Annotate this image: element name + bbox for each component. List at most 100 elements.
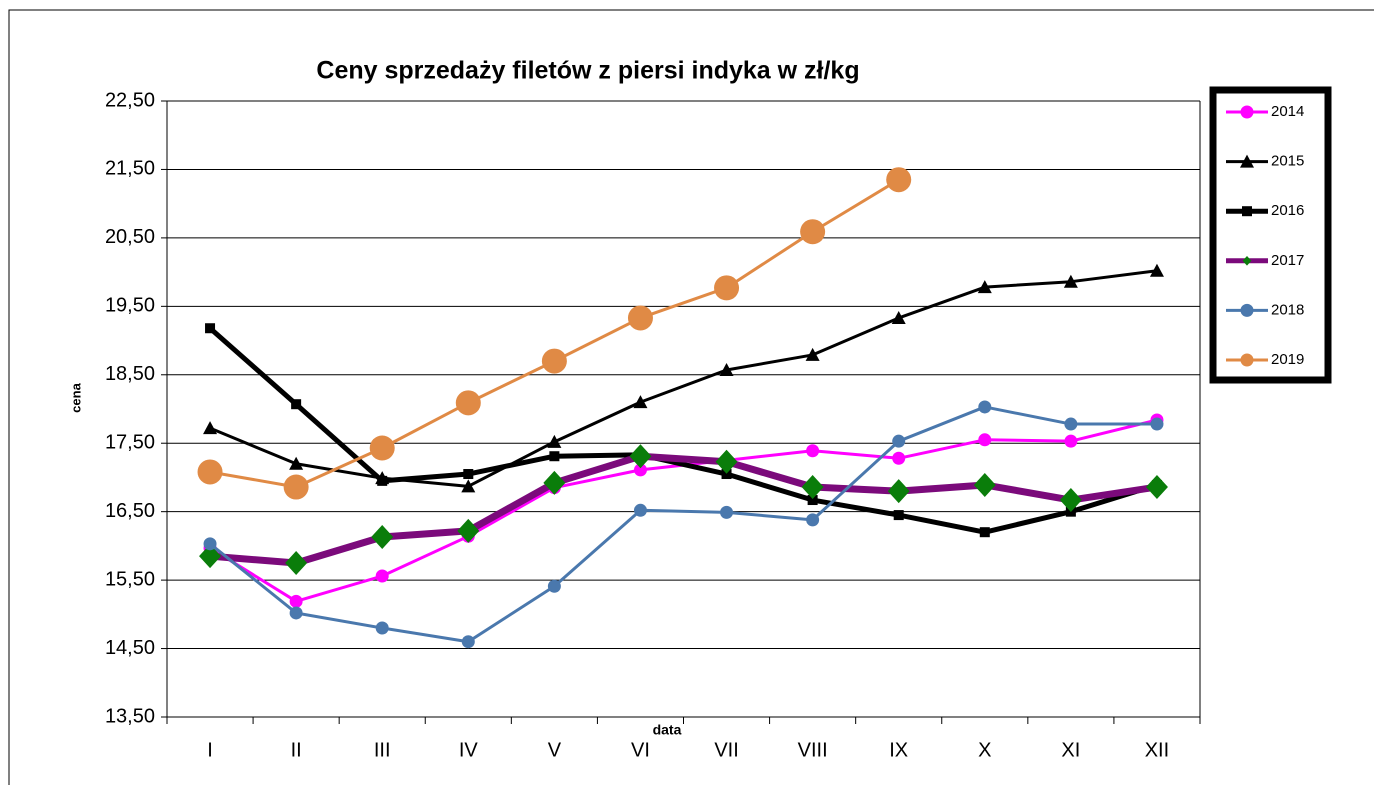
x-tick-label: V [548, 739, 562, 761]
legend-marker [1242, 206, 1252, 217]
point [375, 569, 389, 583]
point [979, 527, 990, 538]
point [377, 475, 388, 486]
legend-label: 2018 [1271, 301, 1304, 318]
point [461, 635, 475, 649]
point [715, 449, 738, 474]
point [289, 594, 303, 608]
point [629, 444, 652, 469]
point [633, 395, 648, 409]
point [887, 479, 910, 504]
y-tick-label: 17,50 [105, 432, 155, 454]
point [978, 433, 992, 447]
point [806, 513, 820, 527]
x-tick-label: VI [631, 739, 650, 761]
point [1059, 488, 1082, 513]
y-tick-label: 16,50 [105, 500, 155, 522]
x-tick-label: XI [1061, 739, 1080, 761]
point [719, 362, 734, 376]
point [289, 456, 304, 470]
y-tick-label: 14,50 [105, 637, 155, 659]
legend: 2014 2015 2016 2017 2018 2019 [1209, 86, 1332, 384]
legend-label: 2017 [1271, 252, 1304, 269]
point [375, 621, 389, 635]
point [800, 219, 826, 245]
point [977, 280, 992, 294]
point [1063, 274, 1078, 288]
legend-marker [1240, 105, 1254, 119]
x-tick-label: XII [1145, 739, 1169, 761]
point [1064, 434, 1078, 448]
point [549, 451, 560, 462]
point [457, 518, 480, 543]
legend-box [1209, 86, 1332, 384]
chart-title: Ceny sprzedaży filetów z piersi indyka w… [316, 57, 859, 85]
series-line [209, 405, 1157, 644]
y-tick-label: 19,50 [105, 295, 155, 317]
point [1149, 263, 1164, 277]
point [805, 347, 820, 361]
y-tick-label: 21,50 [105, 158, 155, 180]
x-tick-label: IV [459, 739, 479, 761]
point [203, 421, 218, 435]
point [806, 444, 820, 458]
point [627, 305, 653, 331]
point [203, 537, 217, 551]
y-axis-title: cena [68, 382, 83, 412]
y-tick-label: 20,50 [105, 226, 155, 248]
y-tick-label: 18,50 [105, 363, 155, 385]
point [283, 474, 309, 500]
point [547, 579, 561, 593]
x-tick-label: II [291, 739, 302, 761]
point [978, 400, 992, 414]
point [371, 524, 394, 549]
point [455, 390, 481, 416]
legend-label: 2015 [1271, 153, 1304, 170]
series-line [209, 269, 1158, 488]
legend-marker [1240, 353, 1254, 367]
point [543, 470, 566, 495]
y-tick-label: 15,50 [105, 568, 155, 590]
series-line [208, 326, 1158, 535]
point [1064, 417, 1078, 431]
x-tick-label: IX [889, 739, 908, 761]
point [547, 434, 562, 448]
x-tick-label: VII [714, 739, 738, 761]
point [973, 472, 996, 497]
x-tick-label: I [207, 739, 213, 761]
x-tick-label: VIII [798, 739, 828, 761]
point [892, 451, 906, 465]
point [197, 459, 223, 485]
frame [8, 9, 1374, 785]
point [801, 475, 824, 500]
y-tick-label: 13,50 [105, 705, 155, 727]
point [633, 463, 647, 477]
point [720, 505, 734, 519]
point [892, 434, 906, 448]
point [633, 503, 647, 517]
y-tick-label: 22,50 [105, 89, 155, 111]
point [891, 310, 906, 324]
point [893, 510, 904, 521]
x-axis-title: data [653, 722, 682, 738]
legend-marker [1240, 303, 1254, 317]
point [205, 323, 216, 334]
point [886, 167, 912, 193]
legend-label: 2014 [1271, 103, 1304, 120]
point [721, 469, 732, 480]
point [289, 606, 303, 620]
point [541, 348, 567, 374]
point [291, 399, 302, 410]
point [369, 435, 395, 461]
point [463, 469, 474, 480]
point [461, 479, 476, 493]
point [714, 275, 740, 301]
series-line [209, 452, 1158, 567]
x-tick-label: X [978, 739, 991, 761]
legend-label: 2016 [1271, 202, 1304, 219]
point [285, 551, 308, 575]
legend-label: 2019 [1271, 351, 1304, 368]
point [1145, 475, 1168, 500]
